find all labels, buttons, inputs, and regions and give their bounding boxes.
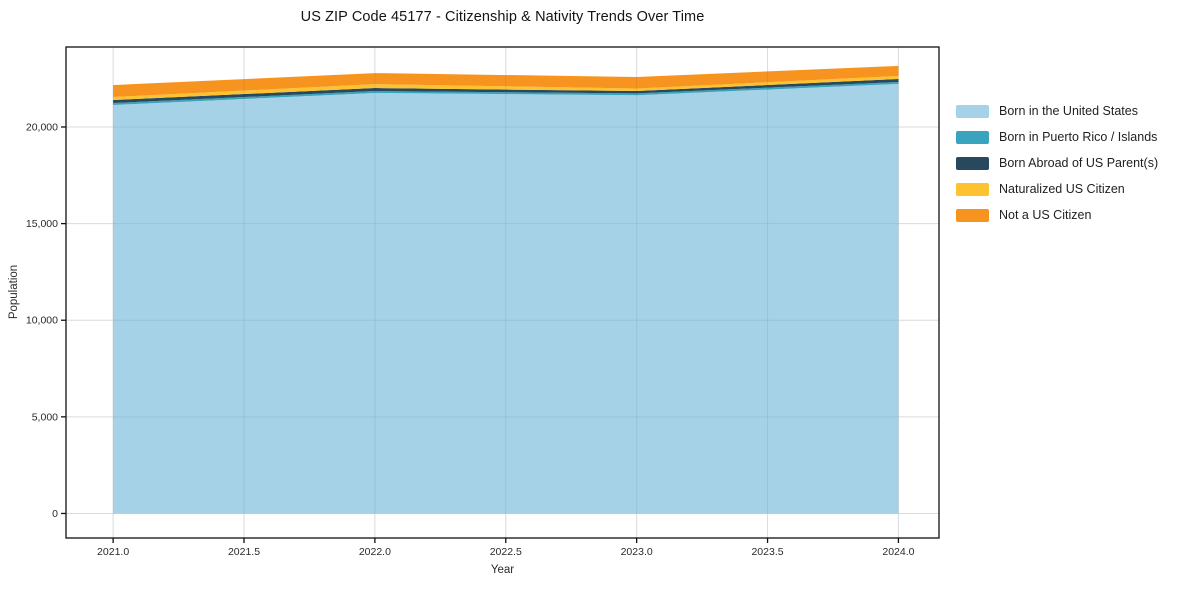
legend-item-us_born[interactable]: Born in the United States <box>956 104 1158 118</box>
y-tick-label: 10,000 <box>26 315 58 327</box>
x-tick-label: 2022.0 <box>359 546 391 558</box>
y-tick-label: 15,000 <box>26 218 58 230</box>
legend-item-not_citizen[interactable]: Not a US Citizen <box>956 208 1158 222</box>
y-axis-title: Population <box>8 264 20 320</box>
x-tick-label: 2021.0 <box>97 546 129 558</box>
x-tick-label: 2022.5 <box>490 546 522 558</box>
legend-item-label: Born in Puerto Rico / Islands <box>999 130 1158 144</box>
plot-frame <box>65 46 940 539</box>
x-tick-label: 2023.0 <box>621 546 653 558</box>
legend-item-label: Naturalized US Citizen <box>999 182 1125 196</box>
legend-swatch-icon <box>956 130 989 144</box>
y-tick-label: 0 <box>52 508 58 520</box>
legend-swatch-icon <box>956 104 989 118</box>
x-tick-label: 2021.5 <box>228 546 260 558</box>
legend-item-label: Not a US Citizen <box>999 208 1092 222</box>
legend-swatch-icon <box>956 208 989 222</box>
area-us_born <box>113 83 899 514</box>
x-axis-title: Year <box>490 564 515 576</box>
area-naturalized <box>113 75 899 101</box>
x-tick-label: 2023.5 <box>751 546 783 558</box>
chart-title: US ZIP Code 45177 - Citizenship & Nativi… <box>300 9 705 25</box>
x-tick-label: 2024.0 <box>882 546 914 558</box>
legend-swatch-icon <box>956 182 989 196</box>
legend-item-label: Born Abroad of US Parent(s) <box>999 156 1159 170</box>
legend-swatch-icon <box>956 156 989 170</box>
area-born_abroad <box>113 78 899 104</box>
area-puerto_rico_islands <box>113 81 899 105</box>
legend-item-label: Born in the United States <box>999 104 1138 118</box>
y-tick-label: 20,000 <box>26 121 58 133</box>
legend: Born in the United States Born in Puerto … <box>956 104 1158 234</box>
legend-item-naturalized[interactable]: Naturalized US Citizen <box>956 182 1158 196</box>
area-not_citizen <box>113 65 899 98</box>
legend-item-born_abroad[interactable]: Born Abroad of US Parent(s) <box>956 156 1158 170</box>
y-tick-label: 5,000 <box>32 411 58 423</box>
legend-item-puerto_rico_islands[interactable]: Born in Puerto Rico / Islands <box>956 130 1158 144</box>
